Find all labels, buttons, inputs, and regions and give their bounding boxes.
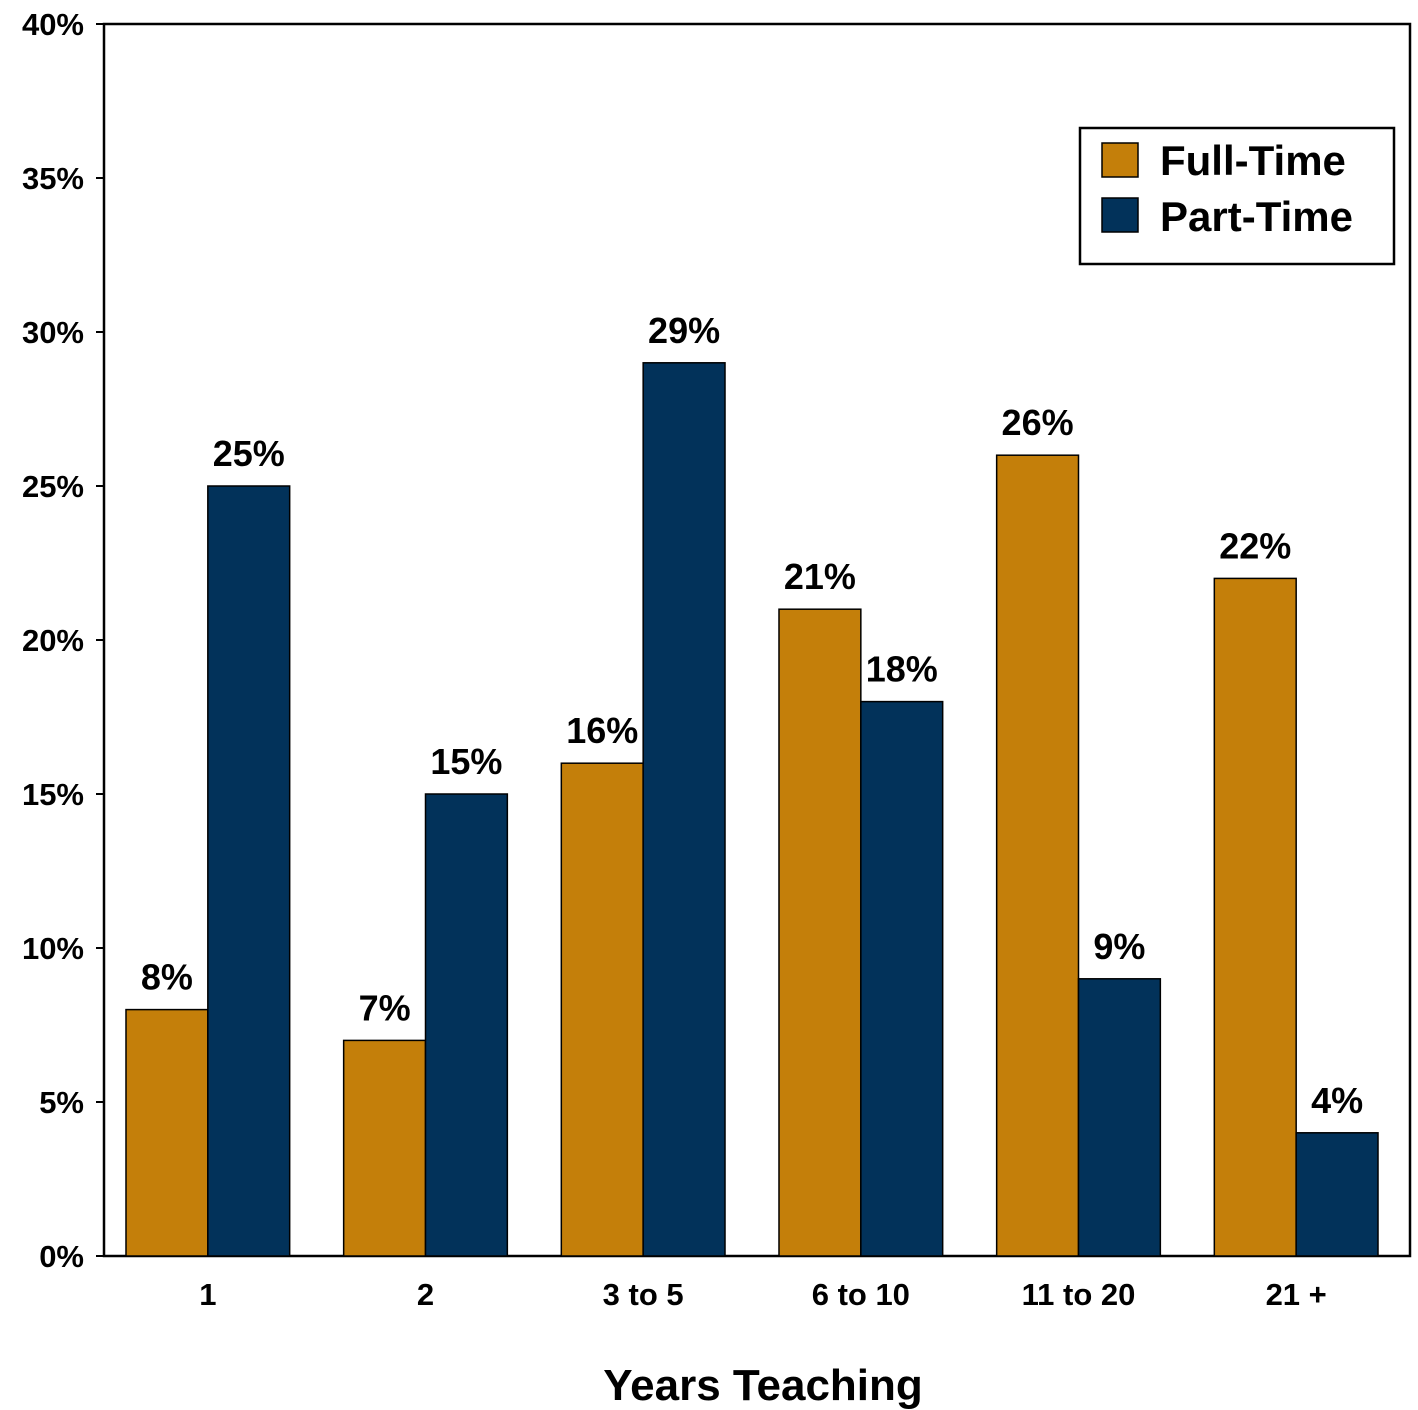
bars <box>125 362 1379 1257</box>
bar-full-time <box>560 762 644 1257</box>
y-tick-label: 30% <box>22 315 84 350</box>
bar-part-time <box>642 362 726 1257</box>
y-tick-label: 10% <box>22 931 84 966</box>
y-tick-label: 5% <box>39 1085 84 1120</box>
legend-label-full-time: Full-Time <box>1160 137 1346 184</box>
data-label: 18% <box>866 649 938 690</box>
y-tick-label: 40% <box>22 7 84 42</box>
x-tick-label: 6 to 10 <box>812 1277 910 1312</box>
data-label: 8% <box>141 957 193 998</box>
data-label: 15% <box>430 741 502 782</box>
x-tick-label: 3 to 5 <box>603 1277 684 1312</box>
legend: Full-Time Part-Time <box>1078 126 1396 266</box>
data-label: 25% <box>213 433 285 474</box>
x-axis-title: Years Teaching <box>603 1361 923 1410</box>
y-axis: 0% 5% 10% 15% 20% 25% 30% 35% 40% <box>22 7 104 1274</box>
bar-part-time <box>1077 978 1162 1257</box>
y-tick-label: 20% <box>22 623 84 658</box>
y-tick-label: 15% <box>22 777 84 812</box>
bar-full-time <box>995 454 1080 1257</box>
bar-full-time <box>342 1039 427 1257</box>
bar-part-time <box>860 700 944 1257</box>
y-tick-label: 25% <box>22 469 84 504</box>
bar-part-time <box>1295 1132 1379 1257</box>
x-tick-label: 21 + <box>1266 1277 1327 1312</box>
bar-full-time <box>125 1008 209 1257</box>
x-tick-label: 2 <box>417 1277 434 1312</box>
y-tick-label: 35% <box>22 161 84 196</box>
y-tick-label: 0% <box>39 1239 84 1274</box>
data-label: 7% <box>359 987 411 1028</box>
data-label: 22% <box>1219 525 1291 566</box>
x-axis: 1 2 3 to 5 6 to 10 11 to 20 21 + <box>199 1277 1327 1312</box>
legend-label-part-time: Part-Time <box>1160 193 1353 240</box>
data-label: 4% <box>1311 1080 1363 1121</box>
data-label: 26% <box>1002 402 1074 443</box>
bar-part-time <box>207 485 291 1257</box>
legend-swatch-full-time <box>1101 142 1139 178</box>
x-tick-label: 11 to 20 <box>1022 1277 1136 1312</box>
data-label: 29% <box>648 310 720 351</box>
data-labels: 8% 25% 7% 15% 16% 29% 21% 18% 26% 9% 22% 4% <box>141 310 1363 1121</box>
x-tick-label: 1 <box>199 1277 216 1312</box>
data-label: 9% <box>1093 926 1145 967</box>
bar-full-time <box>1213 577 1297 1257</box>
data-label: 21% <box>784 556 856 597</box>
bar-part-time <box>424 793 509 1257</box>
legend-swatch-part-time <box>1101 197 1139 233</box>
bar-full-time <box>778 608 862 1257</box>
data-label: 16% <box>566 710 638 751</box>
